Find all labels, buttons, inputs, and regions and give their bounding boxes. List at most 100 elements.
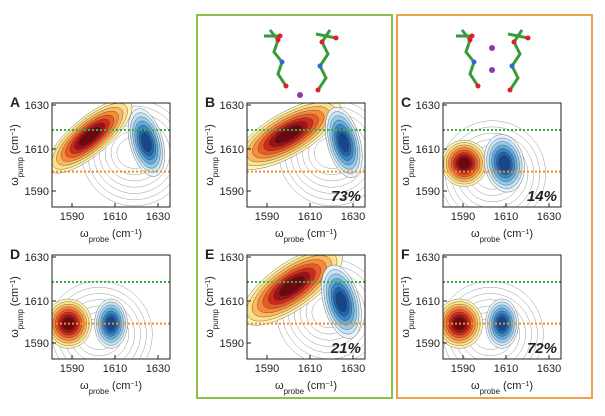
y-tick-label: 1610 [220, 144, 244, 156]
label-part: ω [275, 380, 284, 392]
label-part: −1 [205, 280, 212, 288]
panel-label: E [205, 246, 214, 262]
y-tick-label: 1610 [25, 296, 49, 308]
label-part: ) [9, 124, 21, 128]
label-part: ω [204, 329, 216, 338]
label-part: ω [400, 329, 412, 338]
y-tick-label: 1630 [220, 252, 244, 264]
gray-contour [443, 120, 546, 207]
panel-label: C [401, 94, 411, 110]
label-part: (cm [204, 288, 216, 306]
x-axis-label: ωprobe (cm−1) [275, 380, 337, 396]
x-tick-label: 1590 [451, 211, 475, 223]
x-tick-label: 1630 [341, 211, 365, 223]
x-axis-label: ωprobe (cm−1) [80, 380, 142, 396]
contour-plot [443, 103, 561, 207]
contour-plot [247, 103, 365, 207]
label-part: ) [333, 380, 337, 392]
blue-contour [141, 133, 152, 152]
gray-contour [52, 287, 147, 359]
atom [475, 83, 481, 89]
molecule [456, 29, 531, 93]
label-part: probe [480, 387, 501, 396]
gray-contour [443, 280, 544, 359]
group-box-green [196, 14, 393, 399]
y-tick-label: 1590 [416, 186, 440, 198]
label-part: −1 [130, 381, 138, 388]
label-part: −1 [521, 381, 529, 388]
y-tick-label: 1630 [25, 100, 49, 112]
label-part: ω [471, 228, 480, 240]
percent-label: 21% [330, 340, 361, 357]
label-part: pump [211, 157, 220, 178]
label-part: (cm [503, 228, 521, 240]
y-tick-label: 1590 [220, 186, 244, 198]
plot-frame [51, 254, 171, 360]
label-part: (cm [9, 288, 21, 306]
percent-label: 72% [527, 340, 557, 357]
label-part: −1 [325, 381, 333, 388]
label-part: probe [89, 387, 110, 396]
plot-frame [246, 254, 366, 360]
x-tick-label: 1590 [255, 363, 279, 375]
label-part: (cm [307, 228, 325, 240]
x-tick-label: 1610 [103, 363, 127, 375]
x-axis-label: ωprobe (cm−1) [471, 228, 533, 244]
x-tick-label: 1630 [146, 211, 170, 223]
panel-label: F [401, 246, 410, 262]
y-axis-label: ωpump (cm−1) [204, 276, 220, 338]
x-tick-label: 1590 [60, 363, 84, 375]
gray-contour [52, 280, 153, 359]
label-part: ) [204, 276, 216, 280]
atom [279, 59, 285, 65]
label-part: pump [16, 309, 25, 330]
label-part: (cm [112, 380, 130, 392]
atom [471, 59, 477, 65]
label-part: ω [80, 228, 89, 240]
x-tick-label: 1610 [103, 211, 127, 223]
x-tick-label: 1630 [146, 363, 170, 375]
contour-plot [247, 255, 365, 359]
label-part: probe [284, 387, 305, 396]
y-tick-label: 1630 [416, 252, 440, 264]
label-part: ω [80, 380, 89, 392]
atom [507, 87, 513, 93]
label-part: ω [400, 177, 412, 186]
label-part: −1 [521, 229, 529, 236]
label-part: pump [407, 157, 416, 178]
label-part: ) [333, 228, 337, 240]
contour-plot [443, 255, 561, 359]
percent-label: 14% [527, 188, 557, 205]
label-part: ) [400, 276, 412, 280]
label-part: ) [529, 228, 533, 240]
blue-contour [498, 155, 510, 172]
label-part: −1 [401, 128, 408, 136]
label-part: ) [204, 124, 216, 128]
y-axis-label: ωpump (cm−1) [204, 124, 220, 186]
y-tick-label: 1610 [416, 296, 440, 308]
label-part: pump [407, 309, 416, 330]
atom [277, 33, 283, 39]
label-part: −1 [130, 229, 138, 236]
x-tick-label: 1610 [298, 363, 322, 375]
ion [489, 45, 495, 51]
label-part: −1 [401, 280, 408, 288]
x-tick-label: 1610 [298, 211, 322, 223]
atom [283, 83, 289, 89]
label-part: ω [9, 329, 21, 338]
label-part: ) [529, 380, 533, 392]
blue-contour [338, 132, 349, 153]
label-part: (cm [503, 380, 521, 392]
y-axis-label: ωpump (cm−1) [400, 124, 416, 186]
atom [469, 33, 475, 39]
label-part: (cm [400, 136, 412, 154]
x-axis-label: ωprobe (cm−1) [275, 228, 337, 244]
label-part: ω [275, 228, 284, 240]
label-part: (cm [400, 288, 412, 306]
panel-label: D [10, 246, 20, 262]
label-part: ω [9, 177, 21, 186]
ion [489, 67, 495, 73]
bond [316, 29, 332, 91]
label-part: −1 [10, 128, 17, 136]
